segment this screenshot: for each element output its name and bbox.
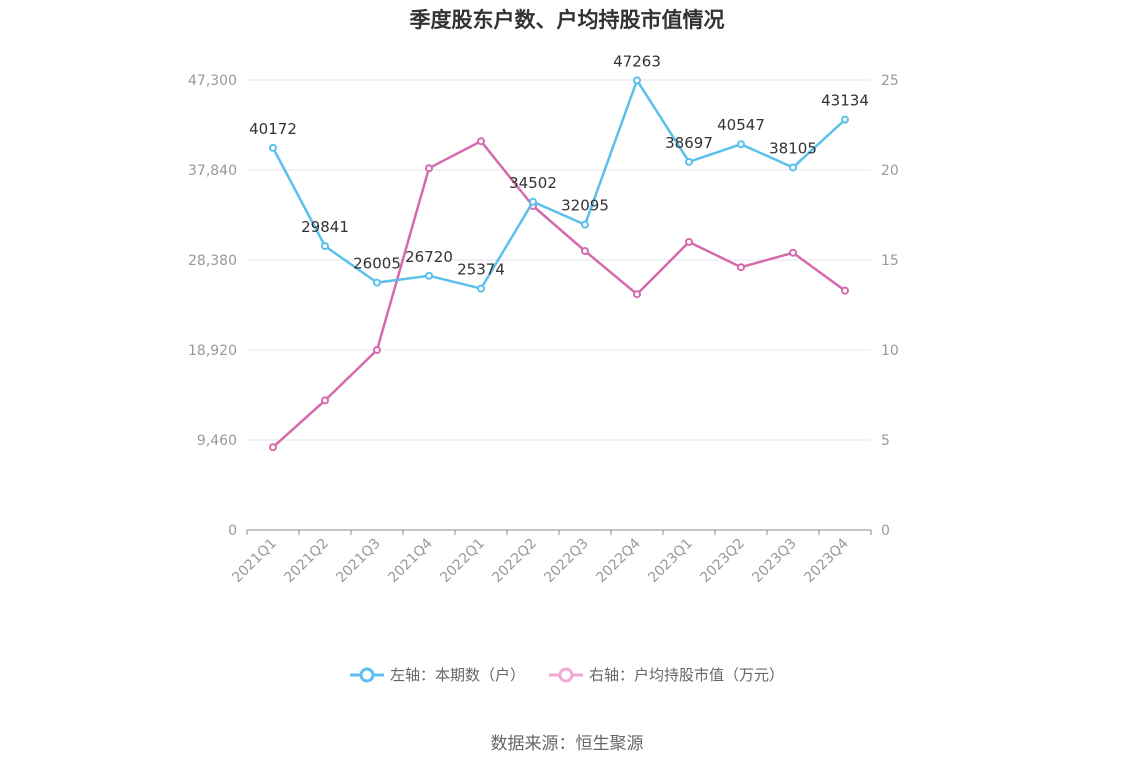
data-label: 26005 [353, 255, 401, 273]
point-right [737, 263, 745, 272]
legend-item-right-axis[interactable]: 右轴：户均持股市值（万元） [549, 664, 784, 685]
point-left [633, 76, 641, 85]
legend: 左轴：本期数（户） 右轴：户均持股市值（万元） [0, 664, 1134, 685]
point-right [685, 238, 693, 246]
point-right [841, 286, 849, 295]
line-chart: 0 0 9,460 5 18,920 10 28,380 15 37,840 20 47,300 25… [188, 52, 899, 587]
data-label: 43134 [821, 92, 869, 110]
data-label: 40172 [249, 120, 297, 138]
point-left [789, 163, 797, 172]
x-tick-label: 2022Q3 [541, 536, 592, 587]
series-lines [269, 76, 849, 452]
x-tick-label: 2021Q1 [229, 536, 280, 587]
y-right-tick-label: 20 [881, 163, 899, 179]
x-tick-label: 2023Q4 [801, 535, 852, 586]
point-left [373, 278, 381, 287]
series-line-left [271, 77, 846, 291]
point-right [581, 247, 589, 255]
data-label: 34502 [509, 174, 557, 192]
point-right [789, 248, 797, 257]
x-tick-label: 2023Q1 [645, 536, 696, 587]
legend-item-left-axis[interactable]: 左轴：本期数（户） [349, 664, 525, 685]
data-label: 29841 [301, 218, 349, 236]
x-tick-label: 2023Q3 [749, 536, 800, 587]
data-label: 38697 [665, 134, 713, 152]
legend-right-label: 右轴：户均持股市值（万元） [589, 666, 785, 684]
data-label: 47263 [613, 52, 661, 70]
y-left-tick-label: 28,380 [188, 253, 237, 269]
data-source: 数据来源：恒生聚源 [490, 734, 644, 754]
y-left-tick-label: 9,460 [197, 433, 237, 449]
x-tick-label: 2022Q2 [489, 536, 540, 587]
y-right-tick-label: 10 [881, 343, 899, 359]
x-tick-label: 2021Q2 [281, 536, 332, 587]
data-label: 25374 [457, 261, 505, 279]
data-label: 40547 [717, 116, 765, 134]
point-left [529, 197, 537, 206]
legend-right-swatch-icon [549, 667, 583, 682]
point-left [321, 242, 329, 251]
data-label: 26720 [405, 248, 453, 266]
point-left [685, 157, 693, 166]
y-left-tick-label: 18,920 [188, 343, 237, 359]
legend-left-label: 左轴：本期数（户） [389, 666, 525, 684]
point-right [373, 346, 381, 354]
y-left-tick-label: 47,300 [188, 73, 237, 89]
y-left-tick-label: 37,840 [188, 163, 237, 179]
y-right-tick-label: 25 [881, 73, 899, 89]
data-label: 32095 [561, 197, 609, 215]
x-tick-label: 2022Q1 [437, 536, 488, 587]
legend-left-swatch-icon [349, 667, 384, 682]
point-right [477, 137, 485, 146]
y-right-tick-label: 0 [881, 523, 890, 539]
y-right-tick-label: 5 [881, 433, 890, 449]
point-left [477, 284, 485, 293]
point-right [425, 164, 433, 173]
point-left [269, 143, 277, 152]
point-right [321, 396, 329, 405]
point-right [269, 443, 277, 452]
point-left [425, 271, 433, 280]
data-label: 38105 [769, 139, 817, 157]
point-left [737, 140, 745, 149]
x-tick-label: 2021Q4 [385, 535, 436, 586]
point-left [581, 220, 589, 229]
y-left-tick-label: 0 [228, 523, 237, 539]
x-tick-label: 2022Q4 [593, 535, 644, 586]
x-tick-label: 2021Q3 [333, 536, 384, 587]
y-right-tick-label: 15 [881, 253, 899, 269]
x-tick-label: 2023Q2 [697, 536, 748, 587]
series-line-right [272, 139, 846, 449]
chart-title: 季度股东户数、户均持股市值情况 [409, 8, 725, 32]
point-left [841, 115, 849, 124]
point-right [633, 290, 641, 299]
